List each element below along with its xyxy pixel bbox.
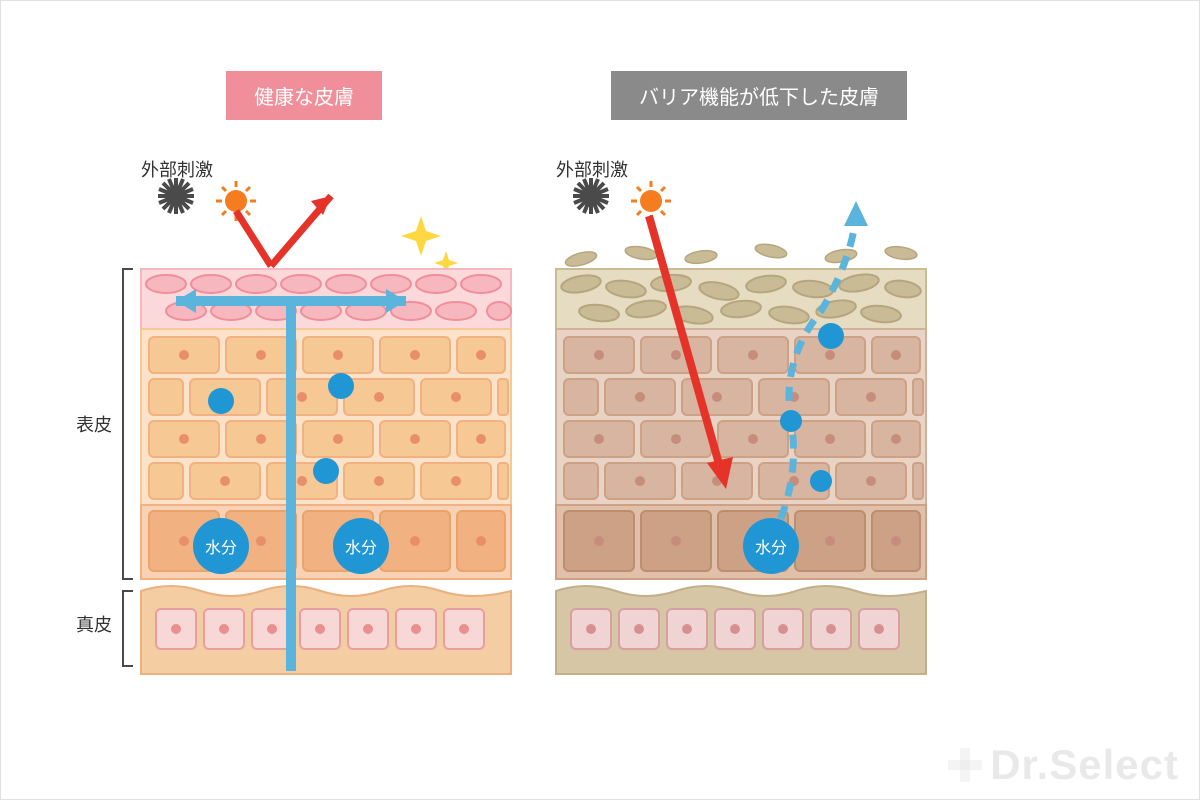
spike-icon-left — [158, 178, 194, 214]
sparkle-icon — [401, 216, 458, 275]
diagram-container: 健康な皮膚 バリア機能が低下した皮膚 外部刺激 外部刺激 表皮 真皮 — [1, 1, 1199, 799]
moisture-label-2: 水分 — [345, 539, 377, 557]
moisture-label-1: 水分 — [205, 539, 237, 557]
diagram-svg: 水分 水分 — [1, 1, 1200, 801]
epidermis-bracket — [123, 269, 133, 579]
damaged-panel: 水分 — [556, 201, 926, 674]
healthy-panel: 水分 水分 — [141, 196, 511, 674]
bounce-arrow — [236, 196, 331, 266]
plus-icon — [946, 746, 984, 784]
dermis-bracket — [123, 591, 133, 666]
sun-icon-right — [631, 181, 671, 221]
spike-icon-right — [573, 178, 609, 214]
moisture-label-3: 水分 — [755, 539, 787, 557]
flake-icons — [564, 242, 918, 269]
watermark-text: Dr.Select — [990, 741, 1179, 789]
escape-arrow-head — [844, 201, 868, 226]
watermark: Dr.Select — [946, 741, 1179, 789]
